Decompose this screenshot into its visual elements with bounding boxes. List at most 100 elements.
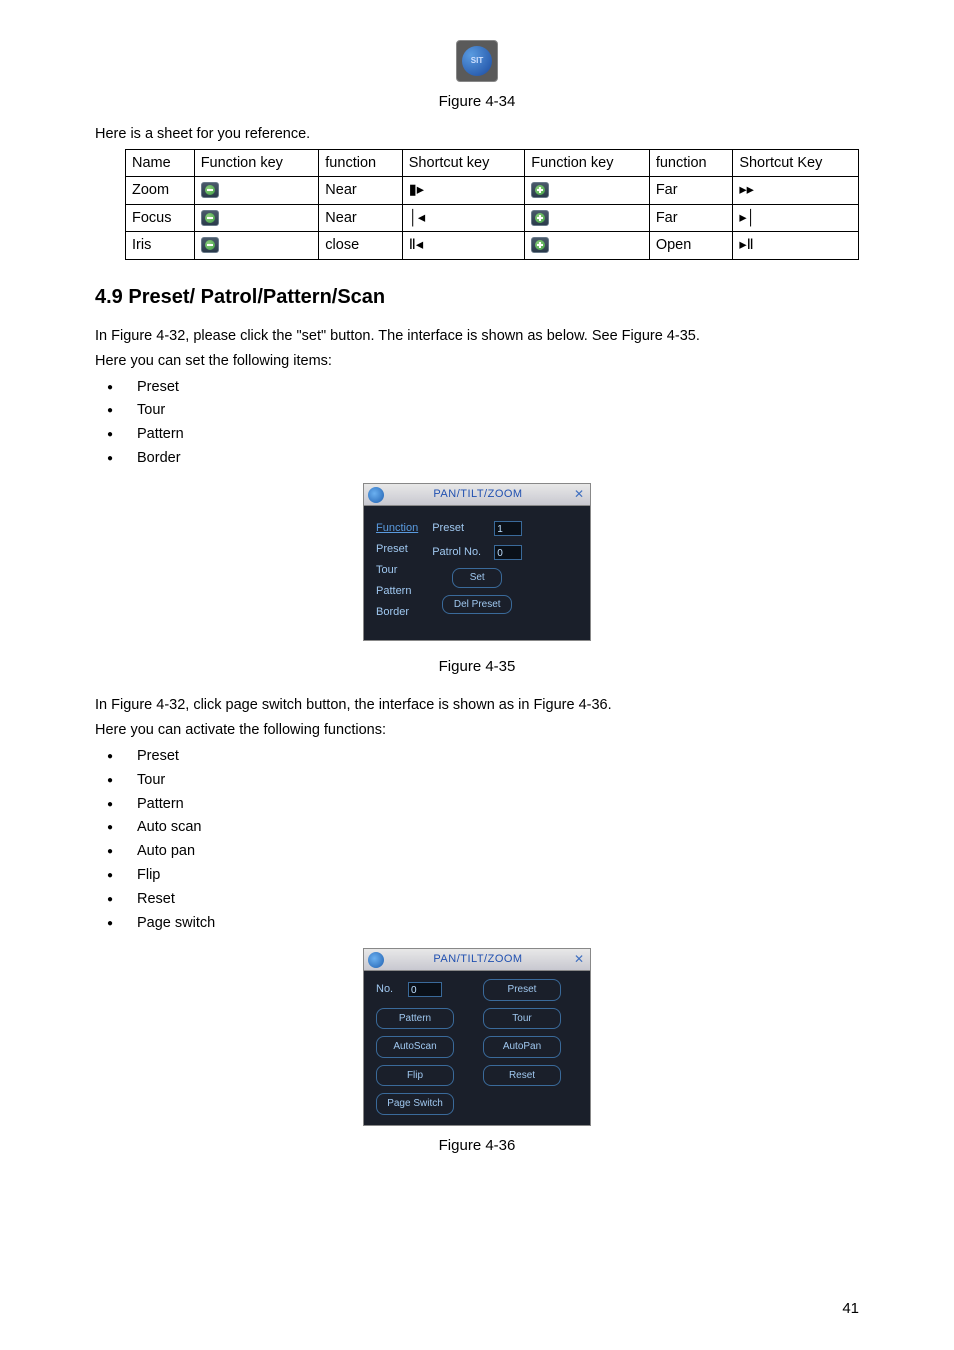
list-item[interactable]: Pattern: [376, 583, 418, 600]
list-item: Page switch: [95, 912, 859, 936]
page-number: 41: [842, 1297, 859, 1320]
page-switch-button[interactable]: Page Switch: [376, 1093, 454, 1115]
sit-icon-figure: SIT: [95, 40, 859, 82]
cell-name: Zoom: [126, 177, 195, 204]
pattern-button[interactable]: Pattern: [376, 1008, 454, 1030]
tour-button[interactable]: Tour: [483, 1008, 561, 1030]
list-item: Preset: [95, 745, 859, 769]
list-item: Flip: [95, 864, 859, 888]
figure-34-caption: Figure 4-34: [95, 90, 859, 113]
list-item: Reset: [95, 888, 859, 912]
list-item: Pattern: [95, 793, 859, 817]
cell-plus-icon: [525, 232, 650, 259]
reference-table: Name Function key function Shortcut key …: [125, 149, 859, 260]
paragraph-2b: Here you can activate the following func…: [95, 719, 859, 741]
preset-button[interactable]: Preset: [483, 979, 561, 1001]
table-row: Zoom Near ▮▸ Far ▸▸: [126, 177, 859, 204]
function-header: Function: [376, 520, 418, 537]
section-heading: 4.9 Preset/ Patrol/Pattern/Scan: [95, 282, 859, 313]
dialog-titlebar: PAN/TILT/ZOOM ✕: [364, 949, 590, 971]
no-input[interactable]: 0: [408, 982, 442, 997]
cell-minus-icon: [194, 204, 319, 231]
preset-label: Preset: [432, 520, 488, 537]
cell-shortcut: ▸▸: [733, 177, 859, 204]
paragraph-1a: In Figure 4-32, please click the "set" b…: [95, 325, 859, 347]
function-list: Function Preset Tour Pattern Border: [376, 520, 418, 621]
ptz-dialog-activate: PAN/TILT/ZOOM ✕ No. 0 Preset Pattern Tou…: [363, 948, 591, 1126]
th-fk2: Function key: [525, 149, 650, 176]
cell-fn: Near: [319, 204, 402, 231]
cell-shortcut: ▸Ⅱ: [733, 232, 859, 259]
set-row: Set: [432, 568, 522, 588]
dialog-controls: Preset 1 Patrol No. 0 Set Del Preset: [432, 520, 522, 621]
figure-35-caption: Figure 4-35: [95, 655, 859, 678]
minus-icon: [201, 237, 219, 253]
intro-text: Here is a sheet for you reference.: [95, 123, 859, 145]
dialog-body: No. 0 Preset Pattern Tour AutoScan AutoP…: [364, 971, 590, 1125]
sit-icon: SIT: [456, 40, 498, 82]
dialog-titlebar: PAN/TILT/ZOOM ✕: [364, 484, 590, 506]
bullet-list-1: Preset Tour Pattern Border: [95, 376, 859, 472]
cell-plus-icon: [525, 204, 650, 231]
cell-minus-icon: [194, 232, 319, 259]
list-item[interactable]: Tour: [376, 562, 418, 579]
plus-icon: [531, 182, 549, 198]
figure-36-caption: Figure 4-36: [95, 1134, 859, 1157]
patrol-label: Patrol No.: [432, 544, 488, 561]
cell-shortcut: ▮▸: [402, 177, 524, 204]
bullet-list-2: Preset Tour Pattern Auto scan Auto pan F…: [95, 745, 859, 936]
th-fn2: function: [649, 149, 732, 176]
th-fn1: function: [319, 149, 402, 176]
cell-fn: Far: [649, 204, 732, 231]
cell-plus-icon: [525, 177, 650, 204]
set-button[interactable]: Set: [452, 568, 502, 588]
list-item: Tour: [95, 399, 859, 423]
list-item[interactable]: Border: [376, 604, 418, 621]
del-preset-button[interactable]: Del Preset: [442, 595, 512, 615]
dialog-icon: [368, 487, 384, 503]
preset-row: Preset 1: [432, 520, 522, 537]
list-item: Preset: [95, 376, 859, 400]
preset-input[interactable]: 1: [494, 521, 522, 536]
table-header-row: Name Function key function Shortcut key …: [126, 149, 859, 176]
minus-icon: [201, 182, 219, 198]
cell-shortcut: Ⅱ◂: [402, 232, 524, 259]
section-number: 4.9: [95, 286, 123, 308]
dialog-title: PAN/TILT/ZOOM: [384, 486, 572, 503]
paragraph-2a: In Figure 4-32, click page switch button…: [95, 694, 859, 716]
cell-shortcut: ▸│: [733, 204, 859, 231]
section-title: Preset/ Patrol/Pattern/Scan: [128, 286, 385, 308]
cell-fn: Open: [649, 232, 732, 259]
cell-fn: close: [319, 232, 402, 259]
ptz-dialog-set: PAN/TILT/ZOOM ✕ Function Preset Tour Pat…: [363, 483, 591, 640]
dialog-title: PAN/TILT/ZOOM: [384, 951, 572, 968]
list-item: Pattern: [95, 423, 859, 447]
cell-fn: Near: [319, 177, 402, 204]
no-row: No. 0: [376, 979, 471, 1001]
del-row: Del Preset: [432, 595, 522, 615]
autopan-button[interactable]: AutoPan: [483, 1036, 561, 1058]
cell-shortcut: │◂: [402, 204, 524, 231]
paragraph-1b: Here you can set the following items:: [95, 350, 859, 372]
dialog-icon: [368, 952, 384, 968]
th-name: Name: [126, 149, 195, 176]
list-item[interactable]: Preset: [376, 541, 418, 558]
table-row: Iris close Ⅱ◂ Open ▸Ⅱ: [126, 232, 859, 259]
list-item: Auto pan: [95, 840, 859, 864]
figure-35-dialog-wrap: PAN/TILT/ZOOM ✕ Function Preset Tour Pat…: [95, 483, 859, 640]
cell-name: Focus: [126, 204, 195, 231]
flip-button[interactable]: Flip: [376, 1065, 454, 1087]
cell-name: Iris: [126, 232, 195, 259]
close-icon[interactable]: ✕: [572, 953, 586, 967]
dialog-body: Function Preset Tour Pattern Border Pres…: [364, 506, 590, 639]
patrol-row: Patrol No. 0: [432, 544, 522, 561]
close-icon[interactable]: ✕: [572, 488, 586, 502]
th-fk1: Function key: [194, 149, 319, 176]
cell-fn: Far: [649, 177, 732, 204]
minus-icon: [201, 210, 219, 226]
cell-minus-icon: [194, 177, 319, 204]
patrol-input[interactable]: 0: [494, 545, 522, 560]
plus-icon: [531, 237, 549, 253]
reset-button[interactable]: Reset: [483, 1065, 561, 1087]
autoscan-button[interactable]: AutoScan: [376, 1036, 454, 1058]
